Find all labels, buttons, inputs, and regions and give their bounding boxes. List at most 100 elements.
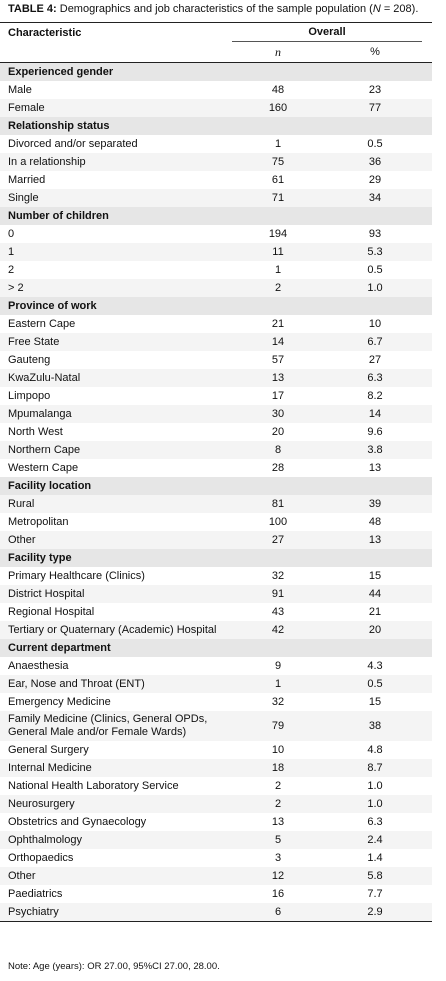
cell-n: 160: [268, 102, 288, 114]
section-title: Number of children: [8, 209, 109, 222]
header-percent: %: [370, 46, 380, 58]
cell-n: 43: [271, 606, 285, 618]
cell-percent: 4.8: [367, 744, 383, 756]
caption: TABLE 4: Demographics and job characteri…: [8, 3, 418, 15]
row-label: Female: [8, 101, 45, 114]
cell-percent: 23: [368, 84, 382, 96]
data-row: Northern Cape 8 3.8: [0, 441, 432, 459]
row-label: Divorced and/or separated: [8, 137, 138, 150]
data-row: Paediatrics 16 7.7: [0, 885, 432, 903]
data-row: Psychiatry 6 2.9: [0, 903, 432, 921]
section-row: Facility location: [0, 477, 432, 495]
row-label: 0: [8, 227, 15, 240]
cell-n: 10: [271, 744, 285, 756]
cell-percent: 14: [368, 408, 382, 420]
row-label: Western Cape: [8, 461, 79, 474]
cell-n: 57: [271, 354, 285, 366]
cell-n: 75: [271, 156, 285, 168]
cell-percent: 34: [368, 192, 382, 204]
row-label: Orthopaedics: [8, 851, 74, 864]
data-row: District Hospital 91 44: [0, 585, 432, 603]
section-title: Relationship status: [8, 119, 110, 132]
row-label: Rural: [8, 497, 35, 510]
header-row: Characteristic Overall: [0, 22, 432, 43]
cell-percent: 0.5: [367, 264, 383, 276]
section-row: Experienced gender: [0, 63, 432, 81]
cell-n: 2: [274, 798, 282, 810]
cell-percent: 15: [368, 696, 382, 708]
row-label: Obstetrics and Gynaecology: [8, 815, 147, 828]
table-body: Experienced gender Male 48 23 Female 160 77 Rel…: [0, 62, 432, 922]
data-row: Regional Hospital 43 21: [0, 603, 432, 621]
cell-percent: 2.4: [367, 834, 383, 846]
data-row: Primary Healthcare (Clinics) 32 15: [0, 567, 432, 585]
cell-percent: 48: [368, 516, 382, 528]
section-title: Facility location: [8, 479, 92, 492]
data-row: In a relationship 75 36: [0, 153, 432, 171]
data-row: Obstetrics and Gynaecology 13 6.3: [0, 813, 432, 831]
cell-percent: 44: [368, 588, 382, 600]
section-row: Number of children: [0, 207, 432, 225]
cell-percent: 3.8: [367, 444, 383, 456]
cell-percent: 21: [368, 606, 382, 618]
row-label: Psychiatry: [8, 905, 59, 918]
data-row: Metropolitan 100 48: [0, 513, 432, 531]
cell-percent: 13: [368, 534, 382, 546]
data-row: 1 11 5.3: [0, 243, 432, 261]
caption-label: TABLE 4:: [8, 3, 57, 15]
data-row: Gauteng 57 27: [0, 351, 432, 369]
cell-n: 18: [271, 762, 285, 774]
row-label: Ophthalmology: [8, 833, 82, 846]
cell-percent: 29: [368, 174, 382, 186]
section-title: Experienced gender: [8, 65, 114, 78]
data-row: Orthopaedics 3 1.4: [0, 849, 432, 867]
cell-n: 1: [274, 138, 282, 150]
data-row: Male 48 23: [0, 81, 432, 99]
cell-n: 194: [268, 228, 288, 240]
header-n: n: [275, 44, 281, 59]
row-label: Limpopo: [8, 389, 51, 402]
cell-percent: 1.0: [367, 798, 383, 810]
data-row: Emergency Medicine 32 15: [0, 693, 432, 711]
cell-n: 32: [271, 570, 285, 582]
data-row: Ear, Nose and Throat (ENT) 1 0.5: [0, 675, 432, 693]
row-label: Family Medicine (Clinics, General OPDs, …: [8, 713, 208, 738]
data-row: North West 20 9.6: [0, 423, 432, 441]
row-label: In a relationship: [8, 155, 86, 168]
cell-percent: 0.5: [367, 138, 383, 150]
cell-n: 48: [271, 84, 285, 96]
cell-n: 3: [274, 852, 282, 864]
data-row: General Surgery 10 4.8: [0, 741, 432, 759]
data-row: Family Medicine (Clinics, General OPDs, …: [0, 711, 432, 741]
cell-n: 12: [271, 870, 285, 882]
section-title: Facility type: [8, 551, 72, 564]
row-label: 2: [8, 263, 15, 276]
caption-n-symbol: N: [372, 3, 381, 15]
cell-n: 20: [271, 426, 285, 438]
row-label: > 2: [8, 281, 24, 294]
cell-n: 6: [274, 906, 282, 918]
cell-n: 27: [271, 534, 285, 546]
data-row: Ophthalmology 5 2.4: [0, 831, 432, 849]
row-label: 1: [8, 245, 15, 258]
cell-percent: 93: [368, 228, 382, 240]
row-label: Regional Hospital: [8, 605, 95, 618]
row-label: Male: [8, 83, 32, 96]
row-label: Mpumalanga: [8, 407, 72, 420]
section-row: Relationship status: [0, 117, 432, 135]
data-row: Western Cape 28 13: [0, 459, 432, 477]
cell-n: 2: [274, 282, 282, 294]
section-row: Province of work: [0, 297, 432, 315]
cell-n: 5: [274, 834, 282, 846]
caption-n-value: = 208).: [383, 3, 419, 15]
cell-n: 17: [271, 390, 285, 402]
row-label: Internal Medicine: [8, 761, 92, 774]
row-label: KwaZulu-Natal: [8, 371, 81, 384]
cell-n: 1: [274, 678, 282, 690]
cell-n: 9: [274, 660, 282, 672]
subheader-row: n %: [0, 42, 432, 62]
cell-n: 14: [271, 336, 285, 348]
row-label: Neurosurgery: [8, 797, 75, 810]
row-label: Other: [8, 533, 36, 546]
